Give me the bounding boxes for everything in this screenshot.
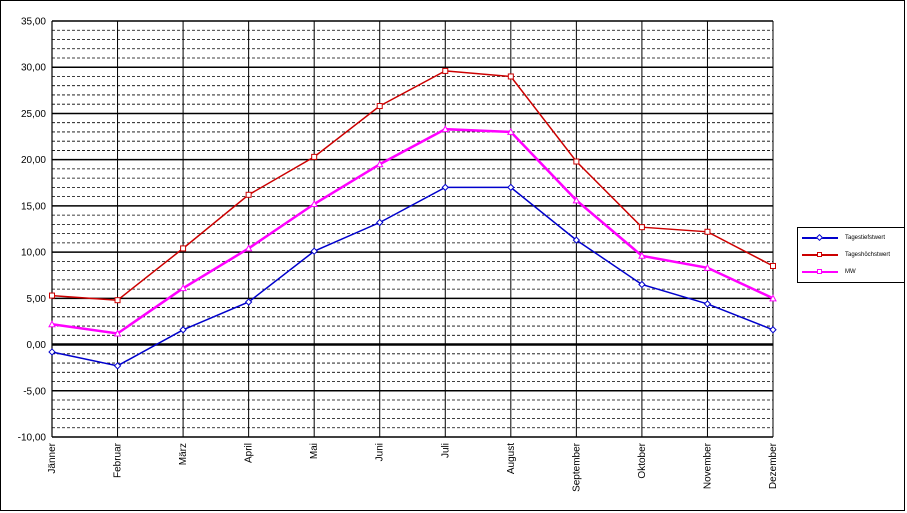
data-point [375,160,384,168]
y-tick-label: 0,00 [27,340,47,351]
data-point [506,127,515,135]
y-tick-label: -5,00 [23,386,46,397]
x-tick-label: Dezember [768,442,779,489]
y-tick-label: 10,00 [21,248,46,259]
y-tick-label: 20,00 [21,155,46,166]
data-point [179,326,187,334]
data-point [311,153,318,160]
data-point [573,158,580,165]
data-point [114,297,121,304]
series-line [51,70,774,301]
y-tick-label: 5,00 [27,294,47,305]
series-line [51,127,774,335]
x-tick-label: November [702,442,713,489]
series-2 [49,67,776,304]
data-point [703,263,712,271]
data-point [48,348,56,356]
legend-label-series-1: Tagestiefstwert [845,235,886,241]
y-tick-label: 15,00 [21,201,46,212]
x-tick-label: Mai [309,443,320,459]
x-tick-label: April [244,443,255,463]
x-tick-label: September [571,442,582,492]
data-point [113,362,122,370]
series-3 [48,125,777,337]
data-point [179,284,187,292]
data-point [245,191,252,198]
major-gridlines [52,20,773,438]
data-point [244,298,253,306]
y-tick-label: 25,00 [21,109,46,120]
data-point [310,247,318,255]
data-point [703,300,712,308]
x-tick-label: Juni [375,443,386,461]
x-tick-label: Oktober [637,442,648,478]
x-tick-label: August [506,443,517,474]
data-point [638,251,646,259]
y-tick-label: 35,00 [21,17,46,28]
data-point [572,236,581,244]
data-point [180,245,187,252]
data-point [49,292,55,299]
series-line [51,186,774,367]
data-point [769,294,777,302]
data-point [507,183,515,192]
x-tick-label: Juli [440,443,451,458]
data-point [638,280,646,289]
data-point [244,244,253,252]
legend-item-series-2: Tageshöchstwert [802,249,890,261]
legend-item-series-3: MW [802,266,856,278]
data-point [376,103,383,110]
data-point [48,320,56,328]
legend-swatch-series-3 [802,266,838,278]
legend: Tagestiefstwert Tageshöchstwert MW [797,227,905,283]
legend-swatch-series-1 [802,232,838,244]
x-tick-label: März [178,443,189,465]
series-1 [48,183,777,370]
series-lines [48,67,777,370]
legend-label-series-2: Tageshöchstwert [845,252,891,258]
data-point [572,196,581,204]
data-point [310,199,319,208]
x-axis-tick-labels: Jänner Februar März April Mai Juni Juli August S… [47,442,779,492]
data-point [769,326,777,334]
data-point [442,67,449,74]
data-point [113,329,122,337]
data-point [638,224,645,231]
y-tick-label: 30,00 [21,63,46,74]
x-tick-label: Jänner [47,442,58,473]
minor-gridlines [52,29,773,429]
legend-swatch-series-2 [802,249,838,261]
x-tick-label: Februar [113,442,124,478]
data-point [704,228,711,235]
y-tick-label: -10,00 [18,433,47,444]
data-point [376,218,384,227]
data-point [507,73,514,80]
legend-label-series-3: MW [845,269,856,275]
y-axis-tick-labels: -10,00 -5,00 0,00 5,00 10,00 15,00 20,00 25,00 3… [18,17,47,444]
data-point [441,125,450,133]
data-point [441,183,449,192]
data-point [770,262,776,269]
legend-item-series-1: Tagestiefstwert [802,232,885,244]
